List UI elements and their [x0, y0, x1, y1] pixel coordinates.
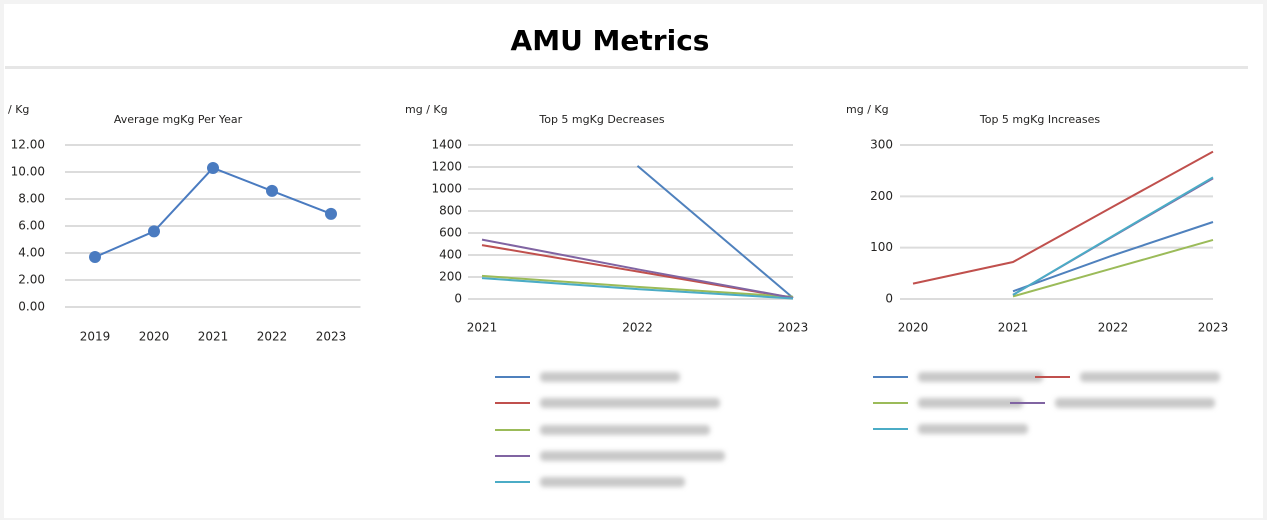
legend-text-blurred [540, 398, 720, 408]
chart-title: Top 5 mgKg Increases [979, 113, 1100, 126]
legend-text-blurred [1080, 372, 1220, 382]
x-tick-label: 2023 [1198, 321, 1229, 335]
chart-title: Top 5 mgKg Decreases [538, 113, 665, 126]
y-tick-label: 4.00 [18, 246, 45, 260]
x-tick-label: 2021 [198, 330, 229, 344]
legend-text-blurred [540, 372, 680, 382]
x-tick-label: 2020 [898, 321, 929, 335]
y-tick-label: 600 [439, 226, 462, 240]
y-axis-label: mg / Kg [846, 103, 889, 116]
y-tick-label: 12.00 [11, 138, 45, 152]
y-tick-label: 800 [439, 204, 462, 218]
page-title: AMU Metrics [511, 24, 710, 57]
series-line [912, 150, 1214, 285]
series-line [481, 238, 794, 299]
y-tick-label: 2.00 [18, 273, 45, 287]
data-point [148, 225, 160, 238]
x-tick-label: 2022 [622, 321, 653, 335]
y-axis-label: / Kg [8, 103, 29, 116]
y-tick-label: 10.00 [11, 165, 45, 179]
y-tick-label: 0 [454, 292, 462, 306]
x-tick-label: 2022 [257, 330, 288, 344]
legend-text-blurred [540, 425, 710, 435]
y-tick-label: 1000 [431, 182, 462, 196]
y-axis-label: mg / Kg [405, 103, 448, 116]
series-line [481, 274, 794, 298]
data-point [89, 251, 101, 264]
x-tick-label: 2020 [139, 330, 170, 344]
data-point [266, 184, 278, 197]
divider [5, 66, 1248, 69]
chart-title: Average mgKg Per Year [114, 113, 243, 126]
legend-text-blurred [1055, 398, 1215, 408]
y-tick-label: 300 [870, 138, 893, 152]
y-tick-label: 6.00 [18, 219, 45, 233]
y-tick-label: 100 [870, 240, 893, 254]
y-tick-label: 0 [885, 292, 893, 306]
y-tick-label: 200 [439, 270, 462, 284]
y-tick-label: 400 [439, 248, 462, 262]
y-tick-label: 1400 [431, 138, 462, 152]
legend-text-blurred [918, 372, 1043, 382]
series-line [636, 165, 794, 299]
y-tick-label: 1200 [431, 160, 462, 174]
x-tick-label: 2023 [316, 330, 347, 344]
series-line [1012, 176, 1214, 296]
x-tick-label: 2021 [998, 321, 1029, 335]
series-line [1012, 221, 1214, 293]
data-point [207, 161, 219, 174]
x-tick-label: 2023 [778, 321, 809, 335]
series-line [1012, 239, 1214, 298]
x-tick-label: 2022 [1098, 321, 1129, 335]
x-tick-label: 2019 [80, 330, 111, 344]
legend-text-blurred [918, 424, 1028, 434]
y-tick-label: 200 [870, 189, 893, 203]
legend-text-blurred [540, 477, 685, 487]
data-point [325, 207, 337, 220]
x-tick-label: 2021 [467, 321, 498, 335]
legend-text-blurred [918, 398, 1023, 408]
series-line [481, 277, 794, 300]
panel [4, 4, 1263, 518]
y-tick-label: 8.00 [18, 192, 45, 206]
y-tick-label: 0.00 [18, 300, 45, 314]
legend-text-blurred [540, 451, 725, 461]
